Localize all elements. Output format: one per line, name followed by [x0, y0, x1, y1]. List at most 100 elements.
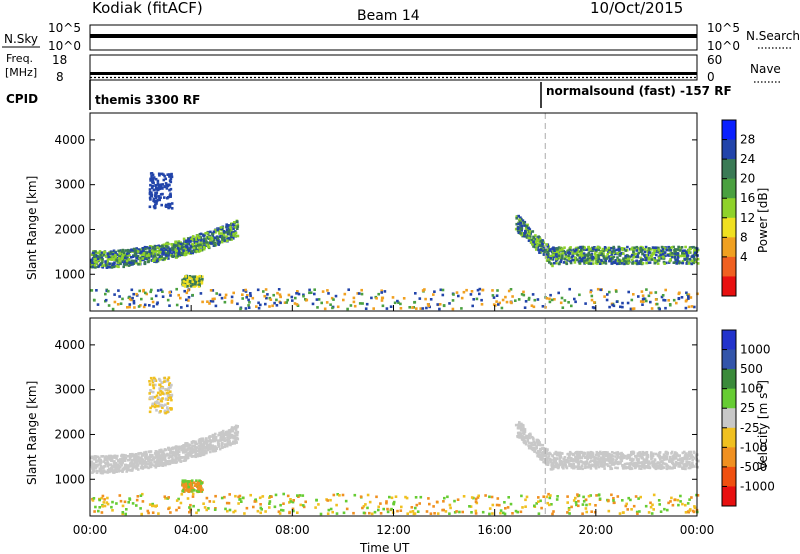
data-cell — [385, 307, 389, 310]
data-cell — [220, 227, 224, 231]
data-cell — [640, 452, 643, 456]
data-cell — [668, 458, 671, 462]
data-cell — [534, 240, 538, 244]
data-cell — [681, 254, 684, 258]
data-cell — [553, 249, 556, 252]
data-cell — [688, 509, 692, 512]
data-cell — [674, 456, 678, 460]
data-cell — [526, 438, 529, 441]
data-cell — [177, 252, 180, 256]
data-cell — [657, 248, 661, 252]
data-cell — [163, 380, 166, 383]
data-cell — [294, 296, 297, 300]
data-cell — [239, 307, 242, 311]
data-cell — [670, 246, 674, 249]
data-cell — [135, 257, 138, 260]
data-cell — [256, 509, 260, 513]
data-cell — [134, 249, 137, 252]
data-cell — [140, 464, 144, 467]
data-cell — [211, 433, 215, 437]
data-cell — [222, 432, 226, 436]
data-cell — [647, 251, 651, 254]
data-cell — [167, 254, 170, 257]
data-cell — [151, 502, 154, 506]
data-cell — [103, 465, 107, 468]
data-cell — [647, 294, 651, 298]
data-cell — [112, 460, 116, 464]
freq-label-2: [MHz] — [5, 66, 37, 79]
data-cell — [614, 455, 617, 458]
data-cell — [589, 289, 593, 292]
data-cell — [90, 455, 94, 459]
data-cell — [247, 298, 250, 302]
data-cell — [155, 504, 158, 507]
data-cell — [126, 261, 129, 265]
data-cell — [542, 245, 546, 248]
data-cell — [234, 231, 238, 235]
data-cell — [591, 455, 594, 459]
data-cell — [523, 436, 526, 439]
data-cell — [183, 449, 187, 452]
data-cell — [213, 244, 217, 247]
data-cell — [657, 256, 661, 260]
data-cell — [628, 454, 631, 458]
data-cell — [141, 247, 145, 250]
data-cell — [609, 246, 612, 250]
data-cell — [436, 512, 440, 515]
data-cell — [172, 250, 175, 254]
data-cell — [645, 299, 648, 303]
data-cell — [642, 300, 645, 303]
data-cell — [165, 256, 168, 260]
data-cell — [448, 302, 451, 305]
data-cell — [685, 291, 688, 295]
data-cell — [171, 248, 175, 251]
data-cell — [507, 289, 511, 293]
data-cell — [362, 505, 366, 508]
data-cell — [148, 188, 152, 191]
data-cell — [217, 441, 220, 444]
data-cell — [128, 254, 131, 257]
data-cell — [102, 501, 106, 504]
data-cell — [117, 289, 120, 292]
data-cell — [688, 498, 691, 501]
data-cell — [121, 511, 125, 514]
data-cell — [637, 295, 640, 298]
data-cell — [175, 456, 179, 459]
data-cell — [368, 511, 371, 515]
data-cell — [283, 301, 287, 304]
data-cell — [581, 503, 585, 506]
data-cell — [212, 240, 215, 244]
data-cell — [685, 260, 689, 263]
data-cell — [673, 463, 676, 466]
data-cell — [636, 253, 639, 256]
data-cell — [121, 512, 124, 516]
data-cell — [594, 257, 598, 261]
data-cell — [128, 457, 132, 460]
data-cell — [575, 503, 578, 507]
data-cell — [555, 452, 558, 455]
data-cell — [185, 298, 188, 302]
data-cell — [684, 306, 688, 310]
data-cell — [629, 307, 633, 311]
data-cell — [598, 460, 601, 464]
data-cell — [247, 304, 250, 307]
data-cell — [166, 173, 169, 176]
data-cell — [579, 455, 582, 459]
data-cell — [147, 260, 150, 263]
data-cell — [108, 454, 111, 458]
data-cell — [104, 260, 107, 263]
data-cell — [189, 285, 193, 288]
data-cell — [411, 306, 414, 309]
data-cell — [643, 254, 646, 257]
data-cell — [692, 257, 696, 261]
data-cell — [147, 466, 150, 470]
data-cell — [625, 261, 628, 265]
data-cell — [119, 261, 122, 264]
data-cell — [151, 379, 154, 382]
data-cell — [90, 265, 93, 269]
data-cell — [144, 463, 147, 466]
data-cell — [604, 454, 607, 458]
data-cell — [162, 454, 166, 457]
data-cell — [605, 451, 608, 455]
data-cell — [606, 253, 609, 256]
